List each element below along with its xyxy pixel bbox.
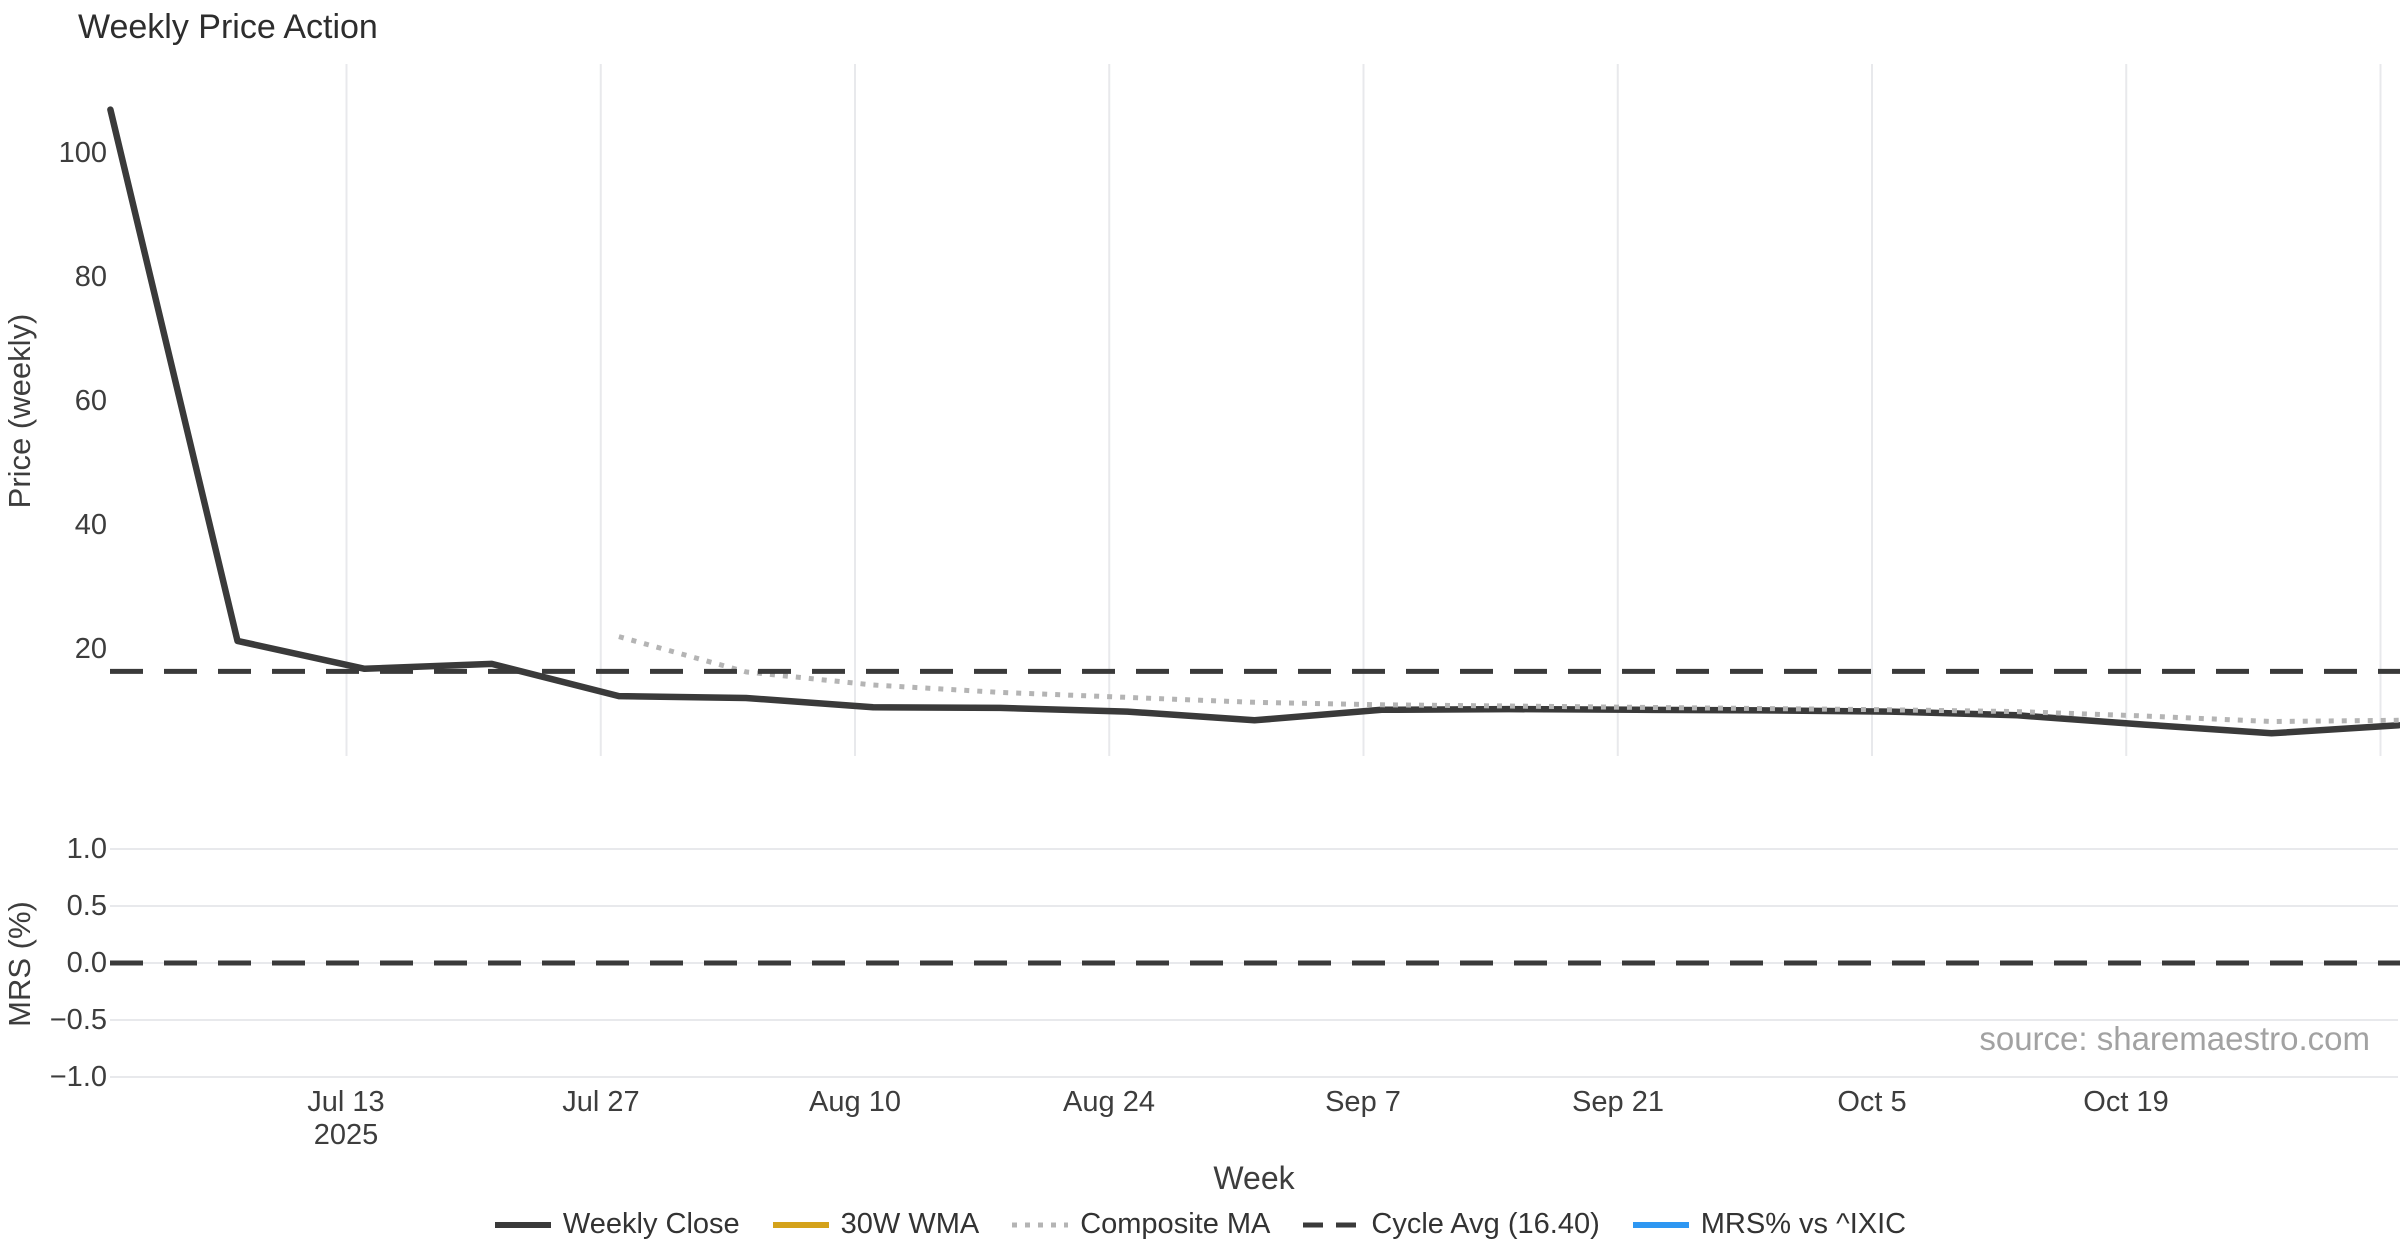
x-axis-tick: Aug 24 [1063, 1086, 1155, 1118]
x-axis-tick: Sep 7 [1325, 1086, 1401, 1118]
legend-item-weekly-close[interactable]: Weekly Close [494, 1208, 740, 1241]
legend-item-mrs[interactable]: MRS% vs ^IXIC [1632, 1208, 1906, 1241]
x-axis-tick: Aug 10 [809, 1086, 901, 1118]
weekly-close-line [107, 106, 2400, 737]
composite-ma-line [618, 634, 2399, 724]
x-axis-tick: Jul 13 [307, 1086, 385, 1118]
price-axis-tick: 40 [74, 509, 107, 541]
price-axis-tick: 60 [74, 385, 107, 417]
composite-ma-line-sample [1012, 1222, 1069, 1227]
legend-item-composite-ma[interactable]: Composite MA [1011, 1208, 1270, 1241]
chart-title: Weekly Price Action [78, 8, 378, 46]
x-axis-tick: Jul 27 [562, 1086, 640, 1118]
x-axis-tick: Oct 5 [1837, 1086, 1907, 1118]
cycle-avg-line-sample [1303, 1222, 1360, 1227]
wma-line-sample [772, 1221, 829, 1228]
price-axis-tick: 80 [74, 261, 107, 293]
x-axis-tick-year: 2025 [313, 1119, 379, 1151]
legend-label: Weekly Close [562, 1208, 740, 1240]
mrs-axis-tick: 0.0 [66, 947, 107, 979]
mrs-line-sample [1632, 1221, 1689, 1228]
legend-label: MRS% vs ^IXIC [1700, 1208, 1907, 1240]
legend-label: Composite MA [1080, 1208, 1271, 1240]
mrs-axis-tick: 0.5 [66, 890, 107, 922]
legend: Weekly Close 30W WMA Composite MA Cycle … [0, 1208, 2400, 1241]
price-axis-tick: 20 [74, 633, 107, 665]
mrs-axis-tick: −1.0 [49, 1061, 107, 1093]
x-axis-label: Week [1213, 1160, 1295, 1196]
price-axis-tick: 100 [58, 137, 107, 169]
source-annotation: source: sharemaestro.com [1979, 1020, 2370, 1057]
legend-item-cycle-avg[interactable]: Cycle Avg (16.40) [1302, 1208, 1600, 1241]
x-axis-tick: Oct 19 [2083, 1086, 2169, 1118]
mrs-axis-tick: −0.5 [49, 1004, 107, 1036]
legend-label: Cycle Avg (16.40) [1371, 1208, 1600, 1240]
x-axis-tick: Sep 21 [1572, 1086, 1664, 1118]
legend-label: 30W WMA [840, 1208, 980, 1240]
mrs-axis-tick: 1.0 [66, 833, 107, 865]
price-panel-gridlines [345, 64, 2382, 756]
weekly-close-line-sample [494, 1221, 551, 1228]
legend-item-30w-wma[interactable]: 30W WMA [772, 1208, 980, 1241]
